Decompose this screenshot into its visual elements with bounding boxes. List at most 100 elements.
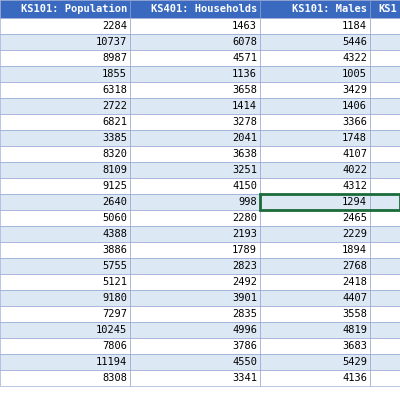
Bar: [370, 178, 400, 194]
Bar: [0, 338, 130, 354]
Bar: [130, 210, 260, 226]
Bar: [130, 0, 260, 18]
Bar: [130, 66, 260, 82]
Text: 8987: 8987: [102, 53, 127, 63]
Text: 10737: 10737: [96, 37, 127, 47]
Text: 1406: 1406: [342, 101, 367, 111]
Text: 5755: 5755: [102, 261, 127, 271]
Text: 2835: 2835: [232, 309, 257, 319]
Bar: [130, 306, 260, 322]
Bar: [370, 354, 400, 370]
Bar: [0, 210, 130, 226]
Text: 2284: 2284: [102, 21, 127, 31]
Bar: [260, 194, 400, 210]
Text: 3429: 3429: [342, 85, 367, 95]
Text: 3341: 3341: [232, 373, 257, 383]
Text: 1184: 1184: [342, 21, 367, 31]
Bar: [130, 338, 260, 354]
Bar: [0, 146, 130, 162]
Text: 8308: 8308: [102, 373, 127, 383]
Text: 1789: 1789: [232, 245, 257, 255]
Text: KS401: Households: KS401: Households: [151, 4, 257, 14]
Text: 3786: 3786: [232, 341, 257, 351]
Bar: [130, 354, 260, 370]
Text: 3278: 3278: [232, 117, 257, 127]
Bar: [130, 98, 260, 114]
Text: 6078: 6078: [232, 37, 257, 47]
Text: 11194: 11194: [96, 357, 127, 367]
Bar: [0, 130, 130, 146]
Bar: [260, 258, 370, 274]
Bar: [0, 98, 130, 114]
Bar: [130, 258, 260, 274]
Bar: [130, 130, 260, 146]
Text: 9180: 9180: [102, 293, 127, 303]
Bar: [260, 226, 370, 242]
Bar: [0, 114, 130, 130]
Text: 2193: 2193: [232, 229, 257, 239]
Text: 1463: 1463: [232, 21, 257, 31]
Text: 4388: 4388: [102, 229, 127, 239]
Bar: [370, 34, 400, 50]
Text: 1414: 1414: [232, 101, 257, 111]
Bar: [370, 226, 400, 242]
Text: 5446: 5446: [342, 37, 367, 47]
Bar: [130, 290, 260, 306]
Text: 2722: 2722: [102, 101, 127, 111]
Bar: [130, 242, 260, 258]
Bar: [370, 82, 400, 98]
Bar: [0, 50, 130, 66]
Bar: [130, 162, 260, 178]
Text: 7806: 7806: [102, 341, 127, 351]
Text: 2229: 2229: [342, 229, 367, 239]
Text: 4407: 4407: [342, 293, 367, 303]
Bar: [370, 290, 400, 306]
Bar: [0, 242, 130, 258]
Bar: [260, 18, 370, 34]
Bar: [260, 210, 370, 226]
Text: 4571: 4571: [232, 53, 257, 63]
Text: 2640: 2640: [102, 197, 127, 207]
Text: 2492: 2492: [232, 277, 257, 287]
Bar: [130, 146, 260, 162]
Bar: [370, 194, 400, 210]
Bar: [260, 242, 370, 258]
Text: 5429: 5429: [342, 357, 367, 367]
Bar: [260, 354, 370, 370]
Text: 4550: 4550: [232, 357, 257, 367]
Bar: [260, 274, 370, 290]
Bar: [0, 194, 130, 210]
Bar: [260, 146, 370, 162]
Text: 9125: 9125: [102, 181, 127, 191]
Bar: [130, 322, 260, 338]
Text: 4022: 4022: [342, 165, 367, 175]
Bar: [370, 162, 400, 178]
Bar: [260, 0, 370, 18]
Text: 3658: 3658: [232, 85, 257, 95]
Bar: [260, 178, 370, 194]
Text: 4819: 4819: [342, 325, 367, 335]
Bar: [0, 34, 130, 50]
Bar: [370, 258, 400, 274]
Text: 1294: 1294: [342, 197, 367, 207]
Bar: [260, 50, 370, 66]
Text: 2465: 2465: [342, 213, 367, 223]
Bar: [370, 242, 400, 258]
Text: 6821: 6821: [102, 117, 127, 127]
Bar: [370, 338, 400, 354]
Bar: [0, 162, 130, 178]
Text: 4322: 4322: [342, 53, 367, 63]
Bar: [260, 98, 370, 114]
Text: 10245: 10245: [96, 325, 127, 335]
Bar: [0, 18, 130, 34]
Bar: [0, 290, 130, 306]
Bar: [0, 258, 130, 274]
Bar: [0, 354, 130, 370]
Text: 1894: 1894: [342, 245, 367, 255]
Text: 8109: 8109: [102, 165, 127, 175]
Text: KS101: Population: KS101: Population: [21, 4, 127, 14]
Bar: [130, 370, 260, 386]
Text: 8320: 8320: [102, 149, 127, 159]
Bar: [260, 290, 370, 306]
Text: 3366: 3366: [342, 117, 367, 127]
